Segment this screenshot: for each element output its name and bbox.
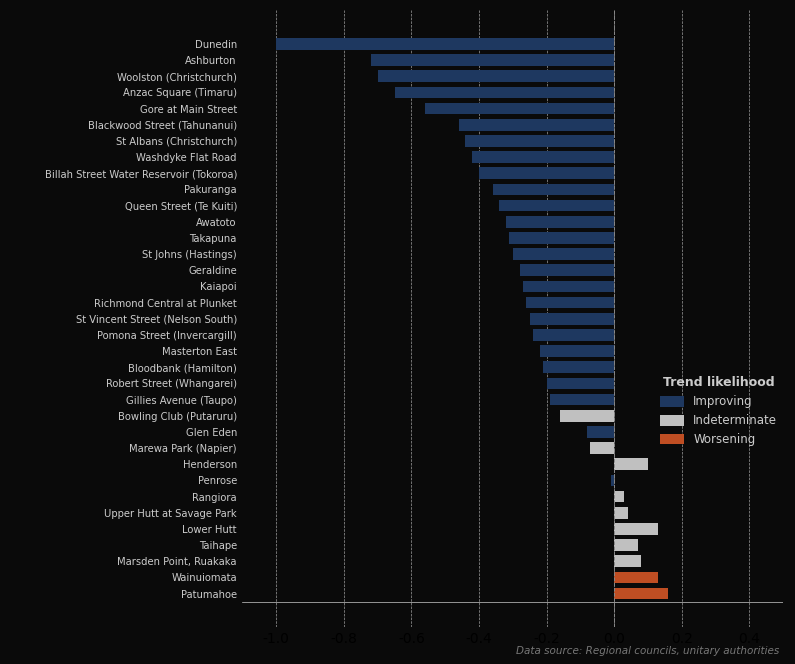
Bar [513, 248, 614, 260]
Bar [378, 70, 614, 82]
Bar [587, 426, 614, 438]
Bar [614, 539, 638, 551]
Bar [394, 86, 614, 98]
Legend: Improving, Indeterminate, Worsening: Improving, Indeterminate, Worsening [660, 376, 778, 446]
Bar [614, 523, 658, 535]
Bar [614, 507, 627, 519]
Bar [614, 572, 658, 583]
Bar [472, 151, 614, 163]
Bar [277, 38, 614, 50]
Bar [540, 345, 614, 357]
Bar [560, 410, 614, 422]
Bar [614, 588, 668, 600]
Bar [519, 264, 614, 276]
Bar [550, 394, 614, 406]
Bar [591, 442, 614, 454]
Bar [506, 216, 614, 228]
Bar [523, 281, 614, 292]
Bar [543, 361, 614, 373]
Bar [614, 555, 641, 567]
Bar [465, 135, 614, 147]
Bar [547, 378, 614, 389]
Bar [492, 183, 614, 195]
Bar [533, 329, 614, 341]
Bar [614, 491, 624, 503]
Bar [479, 167, 614, 179]
Bar [459, 119, 614, 131]
Bar [614, 458, 648, 470]
Bar [425, 103, 614, 114]
Bar [529, 313, 614, 325]
Bar [510, 232, 614, 244]
Bar [370, 54, 614, 66]
Bar [611, 475, 614, 486]
Bar [499, 200, 614, 211]
Bar [526, 297, 614, 308]
Text: Data source: Regional councils, unitary authorities: Data source: Regional councils, unitary … [516, 646, 779, 656]
